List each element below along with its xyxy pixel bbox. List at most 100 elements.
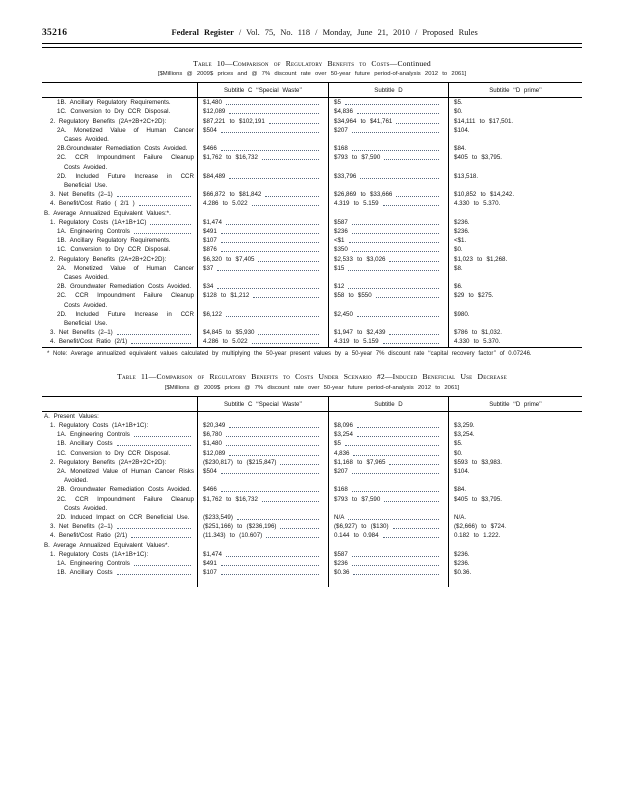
- cell-subtitle-c: 4.286 to 5.022: [197, 199, 328, 209]
- cell-subtitle-dp: $10,852 to $14,242.: [448, 190, 582, 200]
- cell-subtitle-d: $236: [328, 226, 448, 237]
- table-10: Subtitle C ‘‘Special Waste’’ Subtitle D …: [42, 82, 582, 348]
- cell-subtitle-c: $12,089: [197, 107, 328, 117]
- cell-subtitle-dp: $3,259.: [448, 420, 582, 431]
- row-label: 1. Regulatory Costs (1A+1B+1C): [42, 218, 197, 227]
- table-row: 1B. Ancillary Regulatory Re­quirements. $…: [42, 98, 582, 108]
- table-row: 2D. Induced Impact on CCR Beneficial Use…: [42, 513, 582, 523]
- dotted-leader: [225, 430, 319, 438]
- dotted-leader: [131, 531, 191, 539]
- table-row: 1C. Conversion to Dry CCR Dis­posal. $12,…: [42, 448, 582, 458]
- dotted-leader: [116, 190, 191, 198]
- cell-subtitle-d: $58 to $550: [328, 291, 448, 310]
- table-row: 2A. Monetized Value of Human Cancer Risk…: [42, 466, 582, 486]
- table-11-section: Table 11—Comparison of Regulatory Benefi…: [42, 372, 582, 587]
- table-row: 2A. Monetized Value of Human Cancer Case…: [42, 263, 582, 283]
- dotted-leader: [261, 153, 319, 161]
- cell-subtitle-c: ($233,549): [197, 513, 328, 523]
- cell-subtitle-c: $34: [197, 282, 328, 292]
- table-row: 1A. Engineering Controls $491 $236 $236.: [42, 226, 582, 237]
- cell-subtitle-dp: N/A.: [448, 513, 582, 523]
- cell-subtitle-dp: $236.: [448, 217, 582, 227]
- row-label: 2A. Monetized Value of Human Cancer Risk…: [57, 467, 194, 485]
- table-10-body: 1B. Ancillary Regulatory Re­quirements. $…: [42, 98, 582, 348]
- cell-subtitle-c: [197, 540, 328, 550]
- dotted-leader: [280, 458, 319, 465]
- cell-subtitle-c: $1,480: [197, 439, 328, 449]
- cell-subtitle-c: $1,480: [197, 98, 328, 108]
- dotted-leader: [351, 485, 439, 493]
- row-label: 2B. Groundwater Remediation Costs Avoide…: [57, 486, 192, 494]
- cell-subtitle-dp: $84.: [448, 144, 582, 154]
- row-label: 2. Regulatory Benefits (2A+2B+2C+2D):: [50, 255, 167, 263]
- cell-subtitle-dp: $0.: [448, 245, 582, 255]
- dotted-leader: [356, 430, 439, 438]
- cell-subtitle-dp: $6.: [448, 282, 582, 292]
- table-row: B. Average Annualized Equivalent Val­ues…: [42, 208, 582, 218]
- cell-subtitle-d: $8,096: [328, 420, 448, 431]
- cell-subtitle-dp: 4.330 to 5.370.: [448, 199, 582, 209]
- cell-subtitle-d: $3,254: [328, 430, 448, 440]
- dotted-leader: [356, 310, 439, 317]
- cell-subtitle-dp: 0.182 to 1.222.: [448, 531, 582, 541]
- cell-subtitle-dp: $0.: [448, 107, 582, 117]
- dotted-leader: [251, 199, 319, 207]
- dotted-leader: [348, 264, 439, 271]
- cell-subtitle-d: 4.319 to 5.159: [328, 199, 448, 209]
- dotted-leader: [344, 439, 439, 447]
- dotted-leader: [384, 495, 439, 502]
- row-label: 2. Regulatory Benefits (2A+2B+2C+2D):: [50, 117, 167, 125]
- table-row: 1A. Engineering Controls $491 $236 $236.: [42, 559, 582, 569]
- dotted-leader: [131, 337, 191, 345]
- column-header-subtitle-d: Subtitle D: [328, 396, 448, 411]
- dotted-leader: [268, 117, 319, 124]
- dotted-leader: [229, 421, 319, 428]
- cell-subtitle-dp: $3,254.: [448, 430, 582, 440]
- dotted-leader: [116, 522, 191, 530]
- cell-subtitle-c: $128 to $1,212: [197, 291, 328, 310]
- dotted-leader: [116, 439, 191, 447]
- dotted-leader: [116, 568, 191, 576]
- table-11-title-main: Table 11—Comparison of Regulatory Benefi…: [117, 372, 507, 382]
- cell-subtitle-dp: $14,111 to $17,501.: [448, 116, 582, 126]
- cell-subtitle-d: $168: [328, 485, 448, 495]
- dotted-leader: [116, 328, 191, 336]
- dotted-leader: [351, 144, 439, 152]
- cell-subtitle-d: 0.144 to 0.984: [328, 531, 448, 541]
- table-row: 1. Regulatory Costs (1A+1B+1C) $1,474 $587…: [42, 217, 582, 227]
- cell-subtitle-d: $26,869 to $33,666: [328, 190, 448, 200]
- cell-subtitle-d: $1,168 to $7,965: [328, 457, 448, 467]
- table-10-section: Table 10—Comparison of Regulatory Benefi…: [42, 59, 582, 359]
- row-label: 2C. CCR Impoundment Failure Cleanup Cost…: [57, 292, 194, 309]
- table-10-subtitle: [$Millions @ 2009$ prices and @ 7% disco…: [157, 71, 467, 78]
- table-11: Subtitle C ‘‘Special Waste’’ Subtitle D …: [42, 395, 582, 587]
- cell-subtitle-d: $587: [328, 217, 448, 227]
- dotted-leader: [220, 227, 319, 234]
- dotted-leader: [353, 449, 439, 456]
- table-row: 4. Benefit/Cost Ratio (2/1) 4.286 to 5.02…: [42, 337, 582, 347]
- cell-subtitle-dp: ($2,666) to $724.: [448, 522, 582, 532]
- column-header-stub: [42, 397, 197, 411]
- dotted-leader: [351, 467, 439, 474]
- row-label: 1A. Engineering Controls: [42, 559, 197, 568]
- row-label: 4. Benefit/Cost Ratio (2/1): [42, 337, 197, 346]
- table-10-header-row: Subtitle C ‘‘Special Waste’’ Subtitle D …: [42, 83, 582, 99]
- dotted-leader: [280, 522, 319, 530]
- row-label: 1. Regulatory Costs (1A+1B+1C):: [50, 550, 149, 558]
- cell-subtitle-c: $504: [197, 125, 328, 145]
- row-label: 3. Net Benefits (2–1): [42, 190, 197, 199]
- row-label: 3. Net Benefits (2–1): [42, 522, 197, 531]
- header-double-rule: [42, 43, 582, 48]
- cell-subtitle-c: $107: [197, 236, 328, 246]
- column-header-subtitle-dprime: Subtitle ‘‘D prime’’: [448, 83, 582, 98]
- dotted-leader: [344, 98, 439, 106]
- cell-subtitle-c: $4,845 to $5,930: [197, 328, 328, 338]
- cell-subtitle-c: $876: [197, 245, 328, 255]
- cell-subtitle-c: $6,122: [197, 309, 328, 329]
- dotted-leader: [229, 449, 319, 456]
- dotted-leader: [356, 421, 439, 428]
- dotted-leader: [360, 172, 439, 179]
- dotted-leader: [220, 467, 319, 474]
- dotted-leader: [138, 199, 191, 207]
- cell-subtitle-d: 4,836: [328, 448, 448, 458]
